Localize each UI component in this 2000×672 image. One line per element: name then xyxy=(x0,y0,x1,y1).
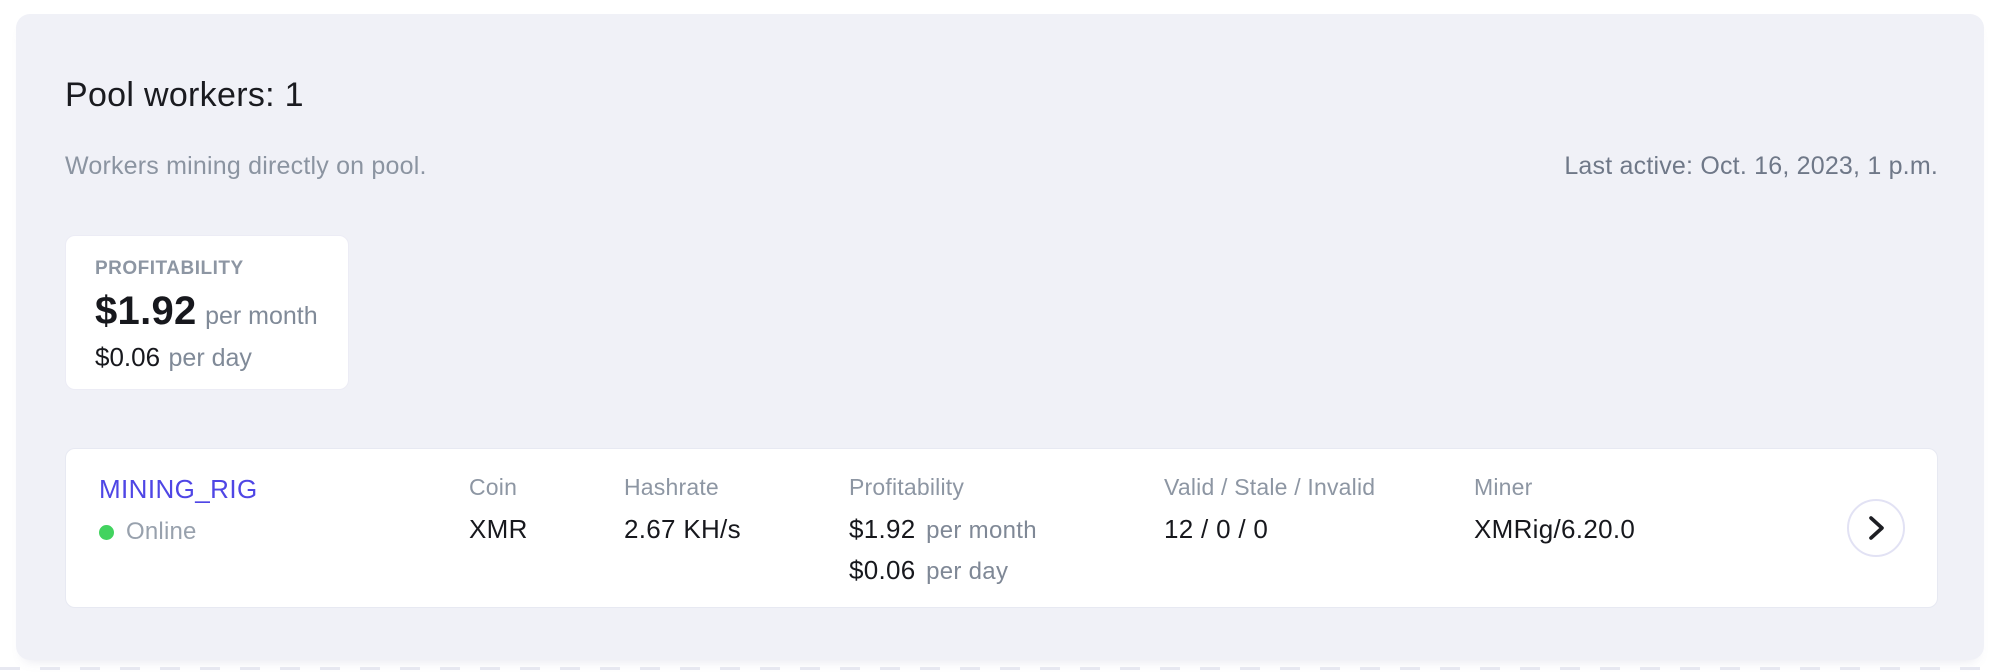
worker-coin-value: XMR xyxy=(469,514,528,544)
column-header-hashrate: Hashrate xyxy=(624,474,719,500)
bottom-dashed-divider xyxy=(0,667,2000,670)
worker-hashrate-value: 2.67 KH/s xyxy=(624,514,741,544)
last-active-text: Last active: Oct. 16, 2023, 1 p.m. xyxy=(1564,152,1938,180)
profitability-daily-unit: per day xyxy=(168,344,252,372)
online-status-dot-icon xyxy=(99,524,114,540)
column-header-miner: Miner xyxy=(1474,474,1533,500)
worker-row[interactable]: MINING_RIG Online Coin XMR Hashrate 2.67… xyxy=(65,448,1938,608)
column-header-profitability: Profitability xyxy=(849,474,965,500)
worker-shares-value: 12 / 0 / 0 xyxy=(1164,514,1269,544)
profitability-monthly-value: $1.92 xyxy=(95,289,197,333)
worker-profitability-month-value: $1.92 xyxy=(849,514,916,544)
panel-subtitle: Workers mining directly on pool. xyxy=(65,152,427,180)
worker-status: Online xyxy=(99,518,469,546)
worker-profitability-day-unit: per day xyxy=(926,558,1009,585)
worker-shares-column: Valid / Stale / Invalid 12 / 0 / 0 xyxy=(1164,474,1474,545)
worker-coin-column: Coin XMR xyxy=(469,474,624,545)
panel-subheader: Workers mining directly on pool. Last ac… xyxy=(65,152,1938,181)
worker-hashrate-column: Hashrate 2.67 KH/s xyxy=(624,474,849,545)
worker-profitability-day: $0.06 per day xyxy=(849,555,1164,586)
worker-status-label: Online xyxy=(126,518,197,545)
pool-workers-panel: Pool workers: 1 Workers mining directly … xyxy=(16,14,1984,660)
profitability-monthly-unit: per month xyxy=(205,302,318,330)
column-header-coin: Coin xyxy=(469,474,518,500)
worker-profitability-month-unit: per month xyxy=(926,517,1037,544)
worker-name-link[interactable]: MINING_RIG xyxy=(99,474,258,504)
page-title: Pool workers: 1 xyxy=(65,76,304,114)
profitability-card-label: PROFITABILITY xyxy=(95,258,244,279)
profitability-daily-line: $0.06 per day xyxy=(95,342,348,373)
column-header-valid-stale-invalid: Valid / Stale / Invalid xyxy=(1164,474,1376,500)
worker-details-button[interactable] xyxy=(1847,499,1905,557)
chevron-right-icon xyxy=(1869,516,1884,540)
worker-profitability-day-value: $0.06 xyxy=(849,555,916,585)
worker-name-column: MINING_RIG Online xyxy=(99,474,469,546)
worker-miner-value: XMRig/6.20.0 xyxy=(1474,514,1636,544)
profitability-summary-card: PROFITABILITY $1.92 per month $0.06 per … xyxy=(65,235,349,390)
worker-miner-column: Miner XMRig/6.20.0 xyxy=(1474,474,1937,545)
profitability-daily-value: $0.06 xyxy=(95,342,161,372)
worker-profitability-column: Profitability $1.92 per month $0.06 per … xyxy=(849,474,1164,586)
worker-profitability-month: $1.92 per month xyxy=(849,514,1164,545)
profitability-monthly-line: $1.92 per month xyxy=(95,289,348,334)
